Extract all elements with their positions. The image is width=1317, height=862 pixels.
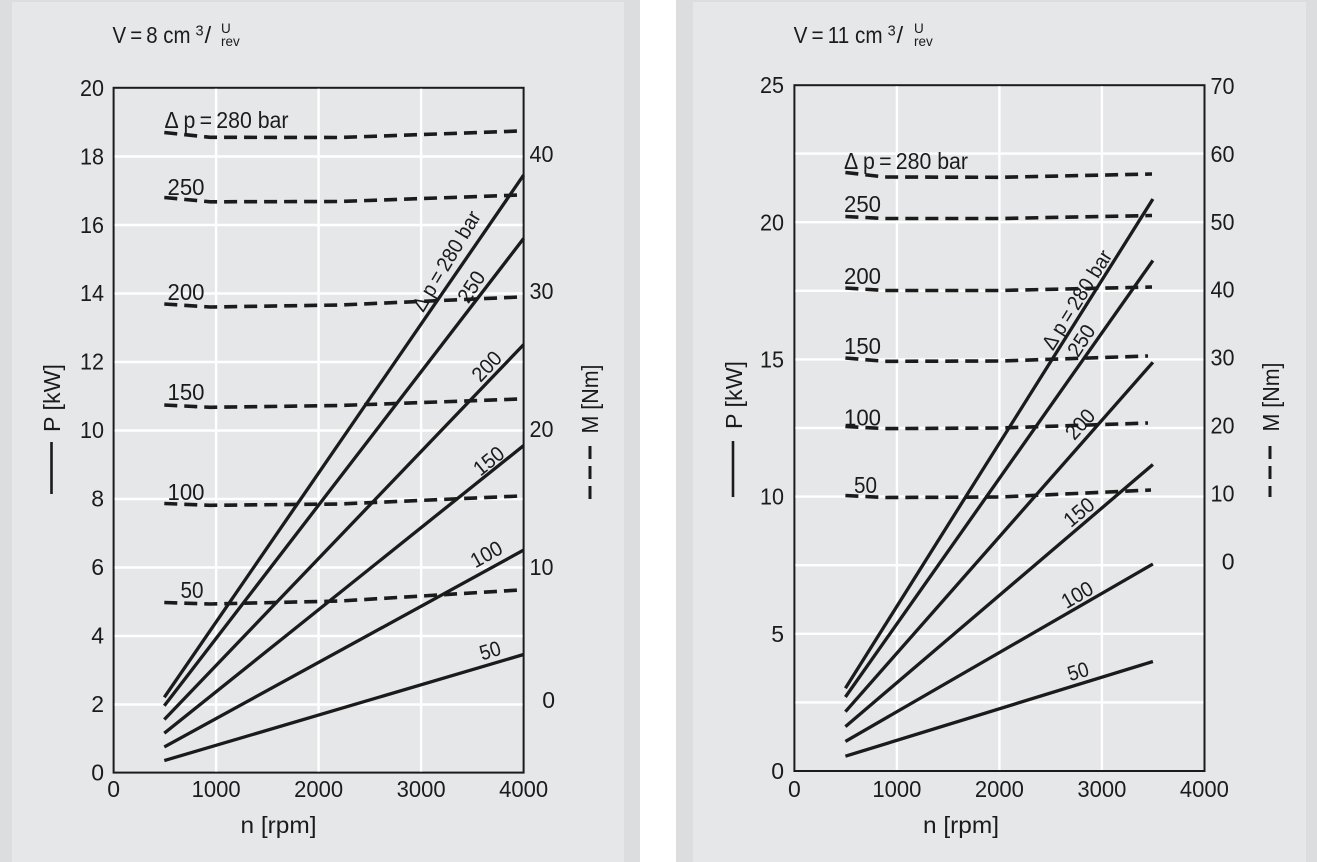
svg-text:150: 150 — [469, 442, 509, 481]
svg-text:30: 30 — [530, 278, 554, 304]
svg-text:V = 11 cm3/: V = 11 cm 3/ — [794, 22, 904, 48]
svg-text:100: 100 — [168, 479, 205, 505]
svg-text:250: 250 — [168, 174, 205, 200]
svg-text:0: 0 — [107, 776, 120, 802]
svg-text:14: 14 — [80, 280, 104, 306]
svg-text:V = 8 cm3/: V = 8 cm 3/ — [113, 22, 212, 48]
svg-text:rev: rev — [914, 34, 933, 49]
svg-text:50: 50 — [1211, 209, 1235, 235]
svg-text:20: 20 — [1211, 413, 1235, 439]
svg-text:10: 10 — [760, 484, 784, 510]
svg-text:200: 200 — [467, 347, 506, 387]
svg-text:6: 6 — [91, 554, 104, 580]
svg-text:16: 16 — [80, 212, 104, 238]
svg-text:0: 0 — [771, 758, 784, 784]
svg-text:0: 0 — [542, 687, 555, 713]
svg-text:n [rpm]: n [rpm] — [241, 812, 317, 838]
svg-text:40: 40 — [530, 141, 554, 167]
svg-text:n [rpm]: n [rpm] — [923, 812, 999, 838]
svg-text:rev: rev — [221, 34, 240, 49]
svg-text:3000: 3000 — [1077, 776, 1126, 802]
svg-text:4: 4 — [91, 623, 104, 649]
svg-text:200: 200 — [168, 279, 205, 305]
svg-text:5: 5 — [771, 621, 784, 647]
svg-text:8: 8 — [91, 486, 104, 512]
svg-text:20: 20 — [80, 75, 104, 101]
svg-text:0: 0 — [91, 760, 104, 786]
svg-text:U: U — [221, 21, 231, 36]
svg-text:4000: 4000 — [1180, 776, 1229, 802]
svg-text:P [kW]: P [kW] — [39, 364, 65, 432]
svg-text:20: 20 — [760, 209, 784, 235]
svg-text:50: 50 — [181, 577, 204, 603]
svg-text:15: 15 — [760, 347, 784, 373]
svg-text:Δ p = 280 bar: Δ p = 280 bar — [844, 148, 968, 174]
svg-text:200: 200 — [1061, 405, 1100, 445]
svg-text:M [Nm]: M [Nm] — [1258, 363, 1284, 432]
svg-text:10: 10 — [80, 417, 104, 443]
svg-text:20: 20 — [530, 416, 554, 442]
svg-text:0: 0 — [1222, 548, 1235, 574]
svg-text:70: 70 — [1211, 73, 1235, 99]
svg-text:250: 250 — [844, 191, 881, 217]
svg-text:150: 150 — [1059, 493, 1099, 532]
svg-text:150: 150 — [168, 379, 205, 405]
svg-text:0: 0 — [788, 776, 801, 802]
svg-text:P [kW]: P [kW] — [721, 361, 747, 429]
svg-text:1000: 1000 — [872, 776, 921, 802]
svg-text:Δ p = 280 bar: Δ p = 280 bar — [165, 107, 289, 133]
svg-text:18: 18 — [80, 143, 104, 169]
svg-text:100: 100 — [1058, 577, 1098, 613]
svg-text:1000: 1000 — [192, 776, 241, 802]
svg-text:3000: 3000 — [397, 776, 446, 802]
svg-text:25: 25 — [760, 72, 784, 98]
svg-text:10: 10 — [1211, 480, 1235, 506]
svg-text:30: 30 — [1211, 345, 1235, 371]
svg-text:100: 100 — [844, 405, 881, 431]
svg-text:250: 250 — [453, 267, 490, 307]
svg-text:2000: 2000 — [975, 776, 1024, 802]
svg-text:U: U — [914, 21, 924, 36]
svg-text:50: 50 — [854, 472, 877, 498]
svg-text:2000: 2000 — [294, 776, 343, 802]
svg-text:12: 12 — [80, 349, 104, 375]
svg-text:M [Nm]: M [Nm] — [577, 365, 603, 434]
svg-text:150: 150 — [844, 333, 881, 359]
svg-text:2: 2 — [91, 691, 104, 717]
svg-text:40: 40 — [1211, 277, 1235, 303]
svg-text:4000: 4000 — [499, 776, 548, 802]
svg-text:60: 60 — [1211, 141, 1235, 167]
svg-text:200: 200 — [844, 263, 881, 289]
svg-text:10: 10 — [530, 554, 554, 580]
